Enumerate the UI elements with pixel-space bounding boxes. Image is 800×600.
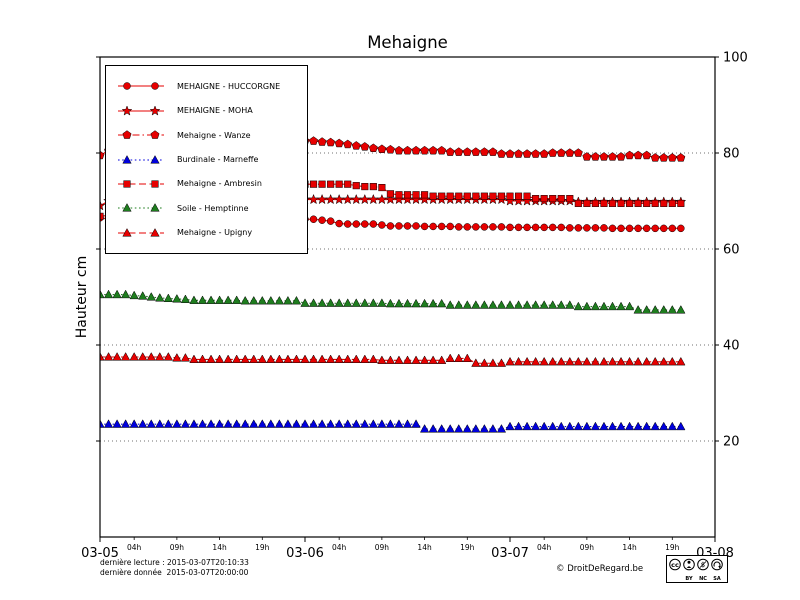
legend-label-hemptinne: Soile - Hemptinne	[177, 203, 249, 213]
legend-line-sample-square-icon	[118, 180, 164, 188]
x-minor-tick-label: 04h	[127, 543, 142, 552]
x-minor-tick-label: 09h	[375, 543, 390, 552]
footer-info: dernière lecture : 2015-03-07T20:10:33 d…	[100, 558, 249, 578]
legend-item-moha: MEHAIGNE - MOHA	[115, 104, 298, 118]
legend-label-marneffe: Burdinale - Marneffe	[177, 155, 259, 164]
x-minor-tick-label: 19h	[460, 543, 475, 552]
by-icon	[683, 558, 695, 571]
x-minor-tick-label: 14h	[417, 543, 432, 552]
x-minor-tick-label: 04h	[332, 543, 347, 552]
legend-item-upigny: Mehaigne - Upigny	[115, 226, 298, 240]
x-minor-tick-label: 19h	[665, 543, 680, 552]
svg-text:cc: cc	[671, 561, 679, 569]
y-tick-label: 100	[723, 51, 748, 66]
x-major-tick-label: 03-06	[286, 546, 324, 561]
y-tick-label: 80	[723, 147, 740, 162]
cc-badge-label: NC	[699, 576, 707, 582]
legend-label-ambresin: Mehaigne - Ambresin	[177, 179, 262, 189]
x-minor-tick-label: 14h	[622, 543, 637, 552]
legend-line-sample-circle-icon	[118, 82, 164, 91]
nc-icon: $	[697, 558, 709, 571]
series-hemptinne	[100, 289, 686, 314]
legend-line-sample-pentagon-icon	[118, 130, 164, 139]
legend-label-wanze: Mehaigne - Wanze	[177, 130, 251, 140]
copyright-text: © DroitDeRegard.be	[556, 564, 644, 574]
legend-label-huccorgne: MEHAIGNE - HUCCORGNE	[177, 81, 281, 91]
y-tick-label: 40	[723, 339, 740, 354]
legend-line-sample-triangle-icon	[118, 154, 164, 164]
x-major-tick-label: 03-05	[81, 546, 119, 561]
series-marneffe	[100, 419, 686, 433]
cc-license-badge: cc $ BY NC SA	[666, 555, 728, 587]
series-upigny	[100, 352, 686, 367]
cc-logo-icon: cc	[669, 558, 681, 571]
x-minor-tick-label: 19h	[255, 543, 270, 552]
legend-label-moha: MEHAIGNE - MOHA	[177, 106, 253, 116]
y-tick-label: 60	[723, 243, 740, 258]
x-minor-tick-label: 09h	[580, 543, 595, 552]
legend-item-ambresin: Mehaigne - Ambresin	[115, 177, 298, 191]
y-tick-label: 20	[723, 435, 740, 450]
chart-title: Mehaigne	[367, 33, 448, 52]
last-data-text: dernière donnée 2015-03-07T20:00:00	[100, 568, 249, 577]
series-layer	[100, 136, 687, 433]
legend-line-sample-star-icon	[118, 105, 164, 116]
x-minor-tick-label: 04h	[537, 543, 552, 552]
cc-badge-svg: cc $ BY NC SA	[666, 555, 728, 583]
legend-label-upigny: Mehaigne - Upigny	[177, 228, 253, 238]
legend-item-wanze: Mehaigne - Wanze	[115, 128, 298, 142]
legend-line-sample-triangle-icon	[118, 203, 164, 212]
cc-badge-label: SA	[713, 576, 721, 582]
legend-item-huccorgne: MEHAIGNE - HUCCORGNE	[115, 79, 298, 93]
last-reading-text: dernière lecture : 2015-03-07T20:10:33	[100, 558, 249, 567]
legend: MEHAIGNE - HUCCORGNE MEHAIGNE - MOHA Mehai…	[105, 65, 308, 254]
sa-icon	[711, 558, 723, 571]
legend-item-marneffe: Burdinale - Marneffe	[115, 153, 298, 167]
cc-badge-label: BY	[685, 576, 693, 582]
x-minor-tick-label: 09h	[170, 543, 185, 552]
plot-border	[99, 56, 716, 538]
legend-line-sample-triangle-icon	[118, 227, 164, 237]
x-major-tick-label: 03-07	[491, 546, 529, 561]
x-minor-tick-label: 14h	[212, 543, 227, 552]
svg-text:$: $	[701, 561, 705, 569]
legend-item-hemptinne: Soile - Hemptinne	[115, 201, 298, 215]
